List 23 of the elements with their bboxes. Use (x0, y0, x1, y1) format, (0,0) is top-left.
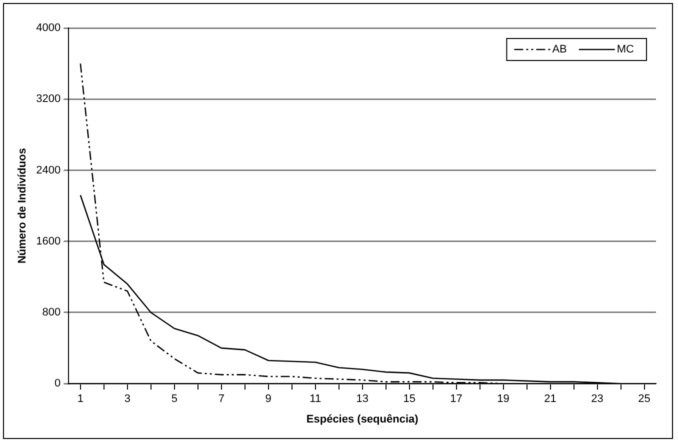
y-tick-label: 1600 (36, 235, 61, 248)
y-tick-label: 0 (54, 378, 61, 390)
legend-label: AB (552, 44, 567, 56)
x-tick-label: 1 (77, 393, 84, 406)
x-tick-label: 5 (171, 393, 178, 406)
x-axis-title: Espécies (sequência) (306, 413, 419, 426)
y-tick-label: 2400 (36, 164, 61, 176)
x-tick-label: 15 (403, 393, 416, 406)
x-tick-label: 25 (638, 393, 650, 406)
x-tick-label: 21 (544, 393, 556, 406)
y-axis-title: Número de Indivíduos (16, 148, 29, 264)
y-tick-label: 4000 (36, 22, 61, 34)
y-tick-label: 3200 (36, 93, 61, 106)
legend-label: MC (616, 44, 634, 56)
x-tick-label: 13 (356, 393, 368, 406)
x-tick-label: 7 (218, 393, 224, 406)
x-tick-label: 9 (265, 393, 272, 406)
x-tick-label: 3 (124, 393, 130, 406)
x-tick-label: 17 (450, 393, 462, 406)
x-tick-label: 19 (497, 393, 510, 406)
x-tick-label: 11 (310, 393, 322, 406)
x-tick-label: 23 (591, 393, 604, 406)
y-tick-label: 800 (42, 306, 61, 319)
